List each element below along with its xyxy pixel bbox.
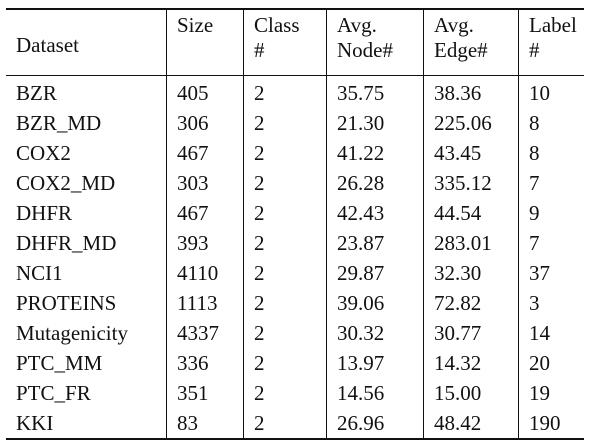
cell-avg-edge: 283.01 <box>423 228 519 258</box>
cell-avg-node: 41.22 <box>326 138 424 168</box>
header-row: Dataset Size Class # Avg. Node# Avg. Edg… <box>6 9 584 76</box>
cell-dataset: BZR_MD <box>16 111 102 135</box>
cell-label-count: 14 <box>518 318 584 348</box>
cell-dataset: Mutagenicity <box>16 321 128 345</box>
header-size: Size <box>166 9 244 76</box>
header-class-count: Class # <box>243 9 327 76</box>
cell-size: 467 <box>166 198 244 228</box>
cell-label-count: 7 <box>518 228 584 258</box>
header-avg-edge: Avg. Edge# <box>423 9 519 76</box>
cell-avg-node: 39.06 <box>326 288 424 318</box>
cell-label-count: 9 <box>518 198 584 228</box>
cell-size: 306 <box>166 108 244 138</box>
table-row: PTC_MM 336 2 13.97 14.32 20 <box>6 348 584 378</box>
cell-class-count: 2 <box>243 258 327 288</box>
cell-avg-node: 26.96 <box>326 408 424 439</box>
cell-dataset: PTC_FR <box>16 381 91 405</box>
cell-label-count: 20 <box>518 348 584 378</box>
table-row: BZR_MD 306 2 21.30 225.06 8 <box>6 108 584 138</box>
cell-class-count: 2 <box>243 318 327 348</box>
table-row: COX2_MD 303 2 26.28 335.12 7 <box>6 168 584 198</box>
cell-dataset: COX2 <box>16 141 71 165</box>
cell-dataset: PTC_MM <box>16 351 103 375</box>
cell-class-count: 2 <box>243 408 327 439</box>
cell-label-count: 3 <box>518 288 584 318</box>
cell-dataset: BZR <box>16 81 57 105</box>
cell-dataset: PROTEINS <box>16 291 117 315</box>
table-row: KKI 83 2 26.96 48.42 190 <box>6 408 584 439</box>
cell-avg-edge: 335.12 <box>423 168 519 198</box>
cell-avg-edge: 14.32 <box>423 348 519 378</box>
cell-dataset: DHFR_MD <box>16 231 117 255</box>
cell-class-count: 2 <box>243 378 327 408</box>
cell-class-count: 2 <box>243 138 327 168</box>
header-label-count: Label # <box>518 9 584 76</box>
cell-label-count: 190 <box>518 408 584 439</box>
cell-label-count: 37 <box>518 258 584 288</box>
table-row: PTC_FR 351 2 14.56 15.00 19 <box>6 378 584 408</box>
header-avg-node: Avg. Node# <box>326 9 424 76</box>
cell-size: 4110 <box>166 258 244 288</box>
cell-dataset: KKI <box>16 411 54 435</box>
cell-class-count: 2 <box>243 108 327 138</box>
cell-dataset: COX2_MD <box>16 171 116 195</box>
cell-avg-node: 14.56 <box>326 378 424 408</box>
cell-class-count: 2 <box>243 75 327 108</box>
table-body: BZR 405 2 35.75 38.36 10 BZR_MD 306 2 21.30 225.06… <box>6 75 584 439</box>
cell-avg-node: 29.87 <box>326 258 424 288</box>
header-dataset: Dataset <box>16 32 79 57</box>
cell-avg-node: 42.43 <box>326 198 424 228</box>
cell-dataset: DHFR <box>16 201 73 225</box>
cell-avg-edge: 48.42 <box>423 408 519 439</box>
cell-size: 405 <box>166 75 244 108</box>
table-row: Mutagenicity 4337 2 30.32 30.77 14 <box>6 318 584 348</box>
cell-avg-edge: 225.06 <box>423 108 519 138</box>
cell-class-count: 2 <box>243 168 327 198</box>
cell-avg-node: 35.75 <box>326 75 424 108</box>
cell-size: 467 <box>166 138 244 168</box>
cell-label-count: 7 <box>518 168 584 198</box>
cell-avg-edge: 72.82 <box>423 288 519 318</box>
cell-avg-node: 30.32 <box>326 318 424 348</box>
table-row: BZR 405 2 35.75 38.36 10 <box>6 75 584 108</box>
cell-dataset: NCI1 <box>16 261 63 285</box>
table-row: PROTEINS 1113 2 39.06 72.82 3 <box>6 288 584 318</box>
cell-size: 351 <box>166 378 244 408</box>
cell-avg-node: 23.87 <box>326 228 424 258</box>
table-row: DHFR_MD 393 2 23.87 283.01 7 <box>6 228 584 258</box>
cell-avg-edge: 38.36 <box>423 75 519 108</box>
cell-size: 4337 <box>166 318 244 348</box>
cell-avg-edge: 15.00 <box>423 378 519 408</box>
cell-class-count: 2 <box>243 198 327 228</box>
cell-avg-edge: 30.77 <box>423 318 519 348</box>
cell-avg-node: 21.30 <box>326 108 424 138</box>
cell-size: 336 <box>166 348 244 378</box>
table-row: DHFR 467 2 42.43 44.54 9 <box>6 198 584 228</box>
cell-label-count: 8 <box>518 108 584 138</box>
table-row: NCI1 4110 2 29.87 32.30 37 <box>6 258 584 288</box>
cell-size: 1113 <box>166 288 244 318</box>
cell-class-count: 2 <box>243 348 327 378</box>
cell-avg-edge: 44.54 <box>423 198 519 228</box>
cell-avg-node: 13.97 <box>326 348 424 378</box>
table-row: COX2 467 2 41.22 43.45 8 <box>6 138 584 168</box>
cell-class-count: 2 <box>243 228 327 258</box>
cell-label-count: 8 <box>518 138 584 168</box>
cell-avg-edge: 43.45 <box>423 138 519 168</box>
cell-size: 83 <box>166 408 244 439</box>
cell-class-count: 2 <box>243 288 327 318</box>
table-header: Dataset Size Class # Avg. Node# Avg. Edg… <box>6 9 584 76</box>
cell-avg-node: 26.28 <box>326 168 424 198</box>
cell-size: 303 <box>166 168 244 198</box>
dataset-statistics-table: Dataset Size Class # Avg. Node# Avg. Edg… <box>6 8 584 440</box>
cell-size: 393 <box>166 228 244 258</box>
dataset-statistics-table-container: Dataset Size Class # Avg. Node# Avg. Edg… <box>6 8 584 440</box>
cell-label-count: 19 <box>518 378 584 408</box>
cell-label-count: 10 <box>518 75 584 108</box>
cell-avg-edge: 32.30 <box>423 258 519 288</box>
